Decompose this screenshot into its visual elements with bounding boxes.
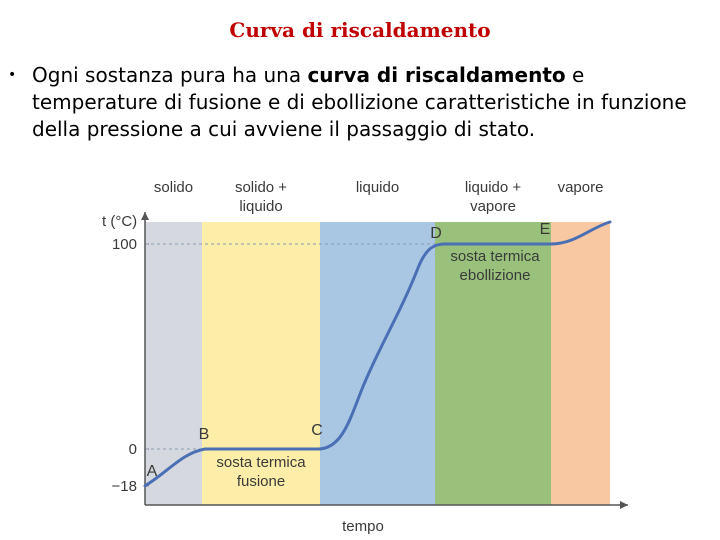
heating-curve-line	[143, 220, 612, 488]
region-label: liquido	[356, 179, 399, 196]
region-label: liquido + vapore	[465, 179, 522, 215]
x-axis-arrow-icon	[620, 501, 628, 509]
region-band	[435, 222, 551, 505]
bullet-text: Ogni sostanza pura ha una curva di risca…	[32, 62, 708, 143]
y-tick-label: 100	[112, 236, 137, 253]
x-axis-label: tempo	[342, 518, 384, 535]
point-label-d: D	[430, 225, 442, 242]
annotation-ebollizione: sosta termica ebollizione	[450, 248, 540, 284]
y-tick-label: 0	[129, 441, 137, 458]
annotation-fusione: sosta termica fusione	[216, 454, 306, 490]
point-label-a: A	[147, 463, 158, 480]
region-label: vapore	[558, 179, 604, 196]
y-axis-arrow-icon	[141, 212, 149, 220]
bullet-dot-icon: •	[8, 67, 17, 83]
region-band	[145, 222, 202, 505]
bullet-item: • Ogni sostanza pura ha una curva di ris…	[8, 62, 708, 143]
region-label: solido	[154, 179, 193, 196]
point-label-c: C	[311, 422, 323, 439]
region-band	[202, 222, 320, 505]
bullet-text-start: Ogni sostanza pura ha una	[32, 63, 308, 87]
region-label: solido + liquido	[235, 179, 287, 215]
region-band	[320, 222, 435, 505]
point-label-b: B	[199, 426, 210, 443]
point-label-e: E	[540, 221, 551, 238]
y-tick-label: −18	[112, 478, 137, 495]
bullet-text-bold: curva di riscaldamento	[307, 63, 566, 87]
slide-title: Curva di riscaldamento	[229, 18, 491, 42]
bullet-text-end: e temperature di fusione e di ebollizion…	[32, 63, 687, 141]
y-axis-label: t (°C)	[102, 213, 137, 230]
region-band	[551, 222, 610, 505]
